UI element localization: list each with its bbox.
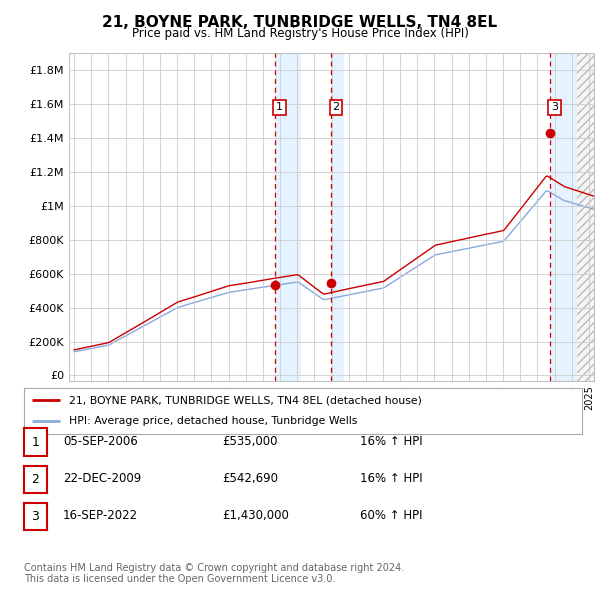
Text: Contains HM Land Registry data © Crown copyright and database right 2024.: Contains HM Land Registry data © Crown c… <box>24 563 404 572</box>
Text: 05-SEP-2006: 05-SEP-2006 <box>63 435 138 448</box>
Bar <box>577 53 594 381</box>
Text: 21, BOYNE PARK, TUNBRIDGE WELLS, TN4 8EL: 21, BOYNE PARK, TUNBRIDGE WELLS, TN4 8EL <box>103 15 497 30</box>
Text: 3: 3 <box>551 103 558 112</box>
Text: 16% ↑ HPI: 16% ↑ HPI <box>360 472 422 485</box>
Bar <box>275 53 301 381</box>
Text: HPI: Average price, detached house, Tunbridge Wells: HPI: Average price, detached house, Tunb… <box>68 416 357 426</box>
Bar <box>550 53 577 381</box>
Text: This data is licensed under the Open Government Licence v3.0.: This data is licensed under the Open Gov… <box>24 575 335 584</box>
Text: 2: 2 <box>332 103 340 112</box>
Text: 21, BOYNE PARK, TUNBRIDGE WELLS, TN4 8EL (detached house): 21, BOYNE PARK, TUNBRIDGE WELLS, TN4 8EL… <box>68 395 422 405</box>
Text: 1: 1 <box>276 103 283 112</box>
Text: 16-SEP-2022: 16-SEP-2022 <box>63 509 138 522</box>
Bar <box>331 53 344 381</box>
Bar <box>577 53 594 381</box>
Text: 1: 1 <box>31 435 40 448</box>
Text: £542,690: £542,690 <box>222 472 278 485</box>
Text: 60% ↑ HPI: 60% ↑ HPI <box>360 509 422 522</box>
Text: Price paid vs. HM Land Registry's House Price Index (HPI): Price paid vs. HM Land Registry's House … <box>131 27 469 40</box>
Text: 2: 2 <box>31 473 40 486</box>
Text: 16% ↑ HPI: 16% ↑ HPI <box>360 435 422 448</box>
Text: 3: 3 <box>31 510 40 523</box>
Text: £535,000: £535,000 <box>222 435 277 448</box>
Text: £1,430,000: £1,430,000 <box>222 509 289 522</box>
Text: 22-DEC-2009: 22-DEC-2009 <box>63 472 141 485</box>
